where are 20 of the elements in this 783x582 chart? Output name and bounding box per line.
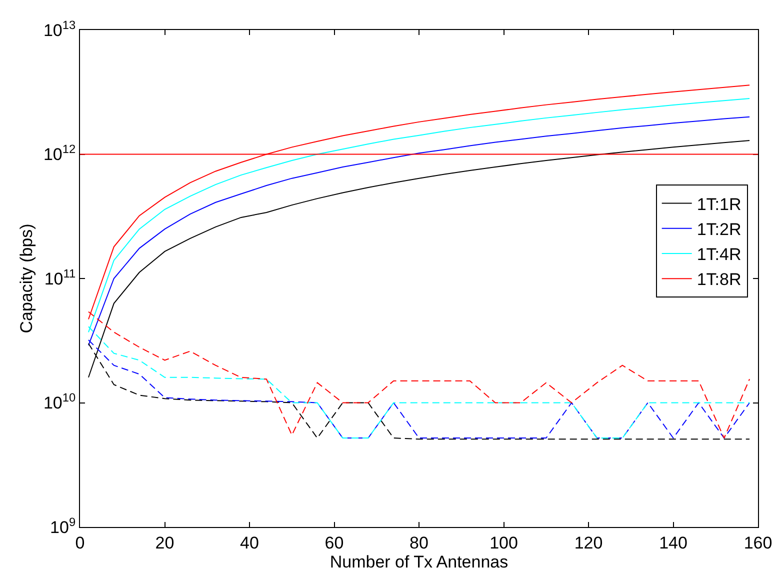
x-tick-label: 120 (574, 533, 603, 552)
y-tick-label: 10$^{13}$ (43, 18, 76, 40)
y-tick-label: 10$^{12}$ (43, 142, 76, 164)
x-tick-label: 140 (659, 533, 688, 552)
x-tick-label: 20 (155, 533, 174, 552)
y-tick-label: 10$^{11}$ (44, 266, 76, 288)
x-tick-label: 80 (410, 533, 428, 552)
legend-label: 1T:2R (696, 220, 742, 240)
legend-label: 1T:8R (696, 270, 742, 290)
x-tick-label: 100 (490, 533, 518, 552)
x-tick-label: 40 (240, 533, 259, 552)
legend-label: 1T:1R (696, 194, 742, 214)
y-tick-label: 10$^{9}$ (50, 514, 76, 537)
y-axis-title: Capacity (bps) (16, 224, 36, 334)
x-axis-title: Number of Tx Antennas (330, 552, 508, 572)
x-tick-label: 60 (324, 533, 344, 552)
x-tick-label: 160 (744, 533, 772, 552)
legend-label: 1T:4R (696, 245, 742, 264)
y-tick-label: 10$^{10}$ (43, 390, 76, 413)
x-tick-label: 0 (75, 533, 85, 552)
